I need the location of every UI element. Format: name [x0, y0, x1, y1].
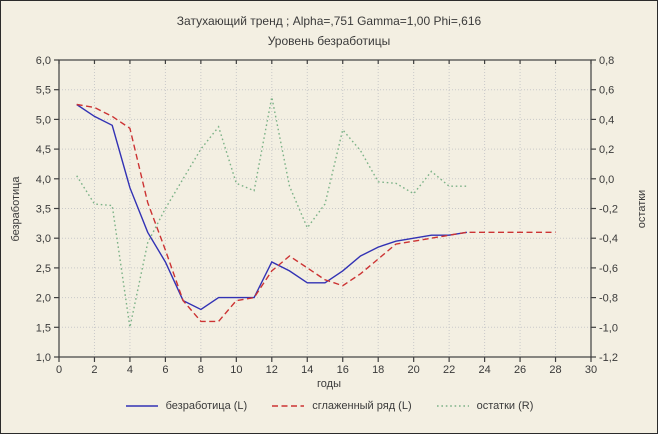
svg-text:0,6: 0,6: [599, 85, 614, 97]
svg-text:4: 4: [127, 364, 133, 376]
svg-text:0,0: 0,0: [599, 174, 614, 186]
svg-text:0,8: 0,8: [599, 55, 614, 67]
x-axis-title: годы: [317, 378, 341, 390]
svg-text:0,2: 0,2: [599, 144, 614, 156]
svg-text:2,5: 2,5: [36, 263, 51, 275]
svg-text:2,0: 2,0: [36, 293, 51, 305]
svg-text:8: 8: [198, 364, 204, 376]
svg-text:3,0: 3,0: [36, 233, 51, 245]
svg-text:5,0: 5,0: [36, 114, 51, 126]
svg-text:12: 12: [266, 364, 278, 376]
svg-text:5,5: 5,5: [36, 85, 51, 97]
legend-label-residuals: остатки (R): [476, 400, 534, 412]
dotted-line-sample-icon: [436, 401, 470, 411]
svg-text:24: 24: [478, 364, 490, 376]
legend-item-smoothed: сглаженный ряд (L): [271, 400, 412, 412]
svg-text:4,5: 4,5: [36, 144, 51, 156]
svg-text:28: 28: [549, 364, 561, 376]
chart-subtitle: Уровень безработицы: [267, 34, 391, 48]
svg-text:16: 16: [337, 364, 349, 376]
svg-text:30: 30: [585, 364, 597, 376]
svg-text:20: 20: [408, 364, 420, 376]
svg-text:1,5: 1,5: [36, 322, 51, 334]
svg-text:-1,2: -1,2: [599, 352, 618, 364]
dashed-line-sample-icon: [271, 401, 305, 411]
svg-text:2: 2: [91, 364, 97, 376]
legend-item-residuals: остатки (R): [436, 400, 534, 412]
legend-label-smoothed: сглаженный ряд (L): [312, 400, 412, 412]
svg-text:-0,2: -0,2: [599, 204, 618, 216]
svg-text:3,5: 3,5: [36, 204, 51, 216]
legend-label-actual: безработица (L): [165, 400, 248, 412]
svg-text:18: 18: [372, 364, 384, 376]
svg-text:10: 10: [230, 364, 242, 376]
svg-text:-0,6: -0,6: [599, 263, 618, 275]
svg-text:0,4: 0,4: [599, 114, 614, 126]
svg-text:-1,0: -1,0: [599, 322, 618, 334]
svg-text:4,0: 4,0: [36, 174, 51, 186]
svg-text:1,0: 1,0: [36, 352, 51, 364]
svg-text:6,0: 6,0: [36, 55, 51, 67]
svg-text:6: 6: [162, 364, 168, 376]
svg-text:-0,4: -0,4: [599, 233, 618, 245]
chart-title: Затухающий тренд ; Alpha=,751 Gamma=1,00…: [176, 14, 482, 28]
legend-item-actual: безработица (L): [125, 400, 248, 412]
solid-line-sample-icon: [125, 401, 159, 411]
svg-text:22: 22: [443, 364, 455, 376]
svg-text:0: 0: [56, 364, 62, 376]
svg-text:14: 14: [301, 364, 313, 376]
svg-text:-0,8: -0,8: [599, 293, 618, 305]
legend: безработица (L) сглаженный ряд (L) остат…: [1, 400, 657, 412]
svg-text:26: 26: [514, 364, 526, 376]
